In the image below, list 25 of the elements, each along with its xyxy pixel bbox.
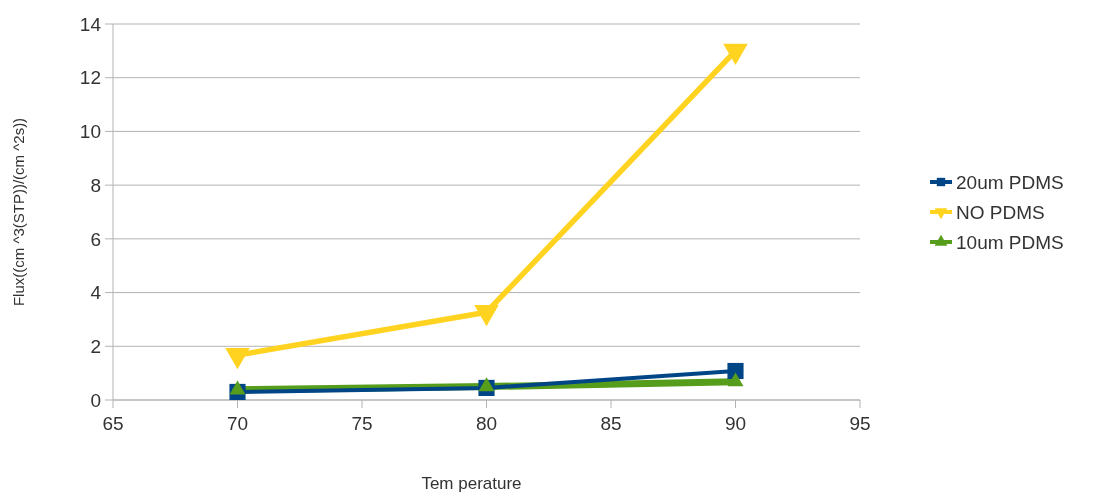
y-tick-label: 8 [90,174,101,196]
x-tick-label: 70 [226,413,249,434]
legend-label: 10um PDMS [956,231,1064,253]
y-tick-label: 0 [90,389,101,411]
point [229,380,246,395]
x-tick-label: 80 [475,413,498,434]
point [478,377,495,392]
x-tick-label: 90 [724,413,747,434]
legend-label: NO PDMS [956,201,1045,223]
y-tick-label: 10 [79,121,101,143]
x-tick-label: 65 [102,413,124,434]
point [723,43,748,65]
y-tick-label: 2 [90,335,101,357]
y-tick-label: 14 [79,13,102,35]
x-axis-title: Tem perature [421,474,522,493]
y-axis-title: Flux((cm ^3(STP))/(cm ^2s)) [10,117,27,307]
y-tick-label: 4 [90,282,102,304]
x-tick-label: 95 [849,413,871,434]
x-tick-label: 75 [351,413,373,434]
x-tick-label: 85 [600,413,622,434]
point [727,372,744,387]
y-tick-label: 12 [79,67,101,89]
legend-label: 20um PDMS [956,171,1064,193]
point [727,362,744,380]
y-tick-label: 6 [90,228,101,250]
